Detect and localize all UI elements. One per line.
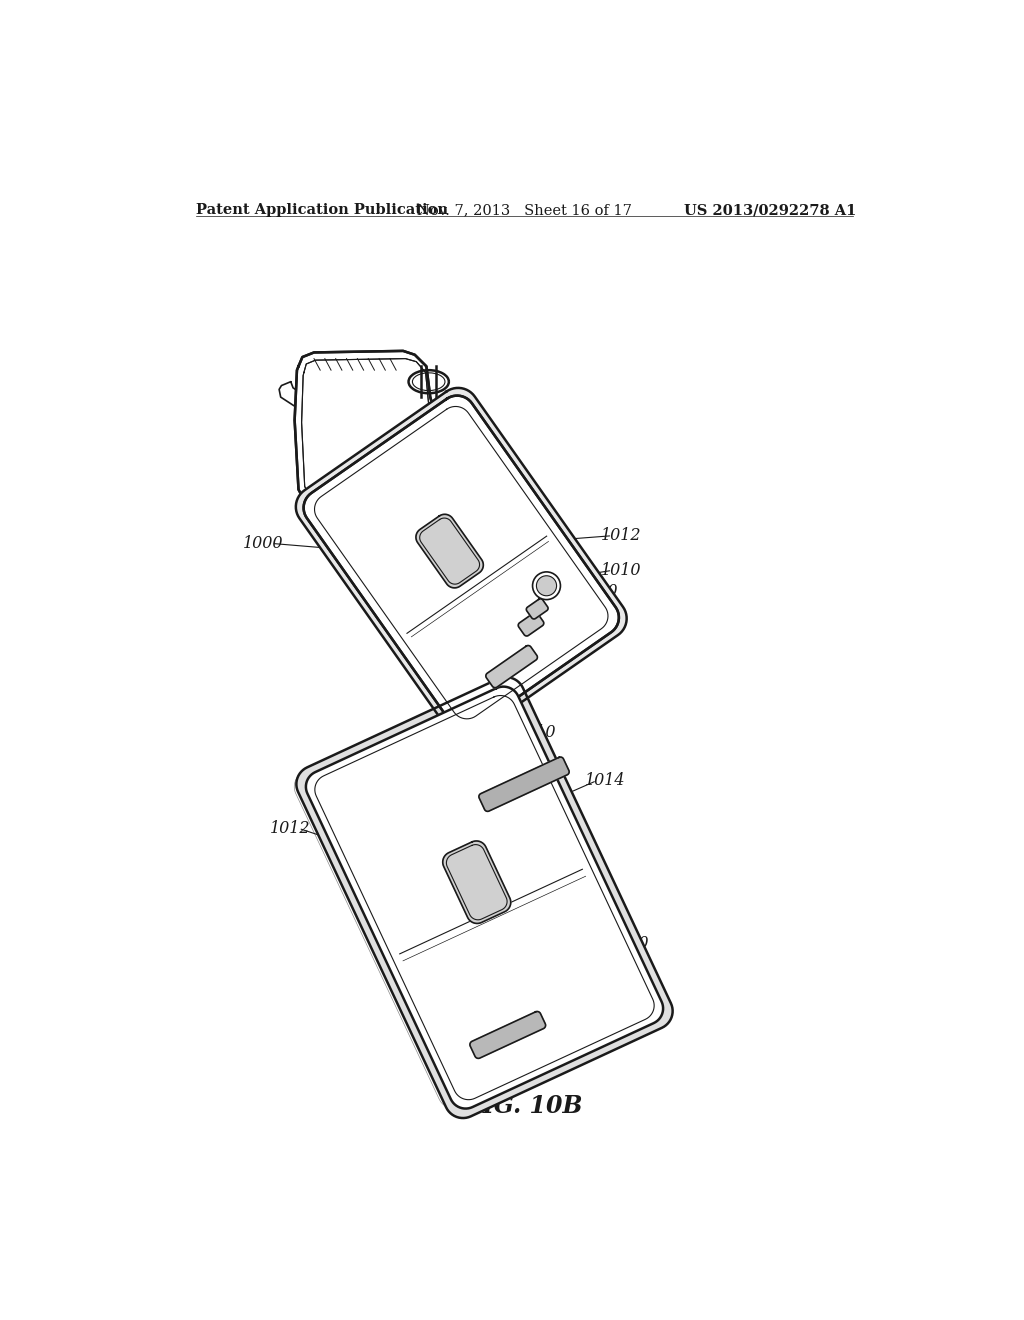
Polygon shape <box>485 645 538 688</box>
Circle shape <box>537 576 557 595</box>
Circle shape <box>532 572 560 599</box>
Text: 1010: 1010 <box>515 723 556 741</box>
Polygon shape <box>295 351 434 502</box>
Polygon shape <box>518 612 544 636</box>
Text: 1014: 1014 <box>586 772 626 789</box>
Polygon shape <box>304 396 618 730</box>
Polygon shape <box>280 381 434 491</box>
Text: 1020: 1020 <box>608 936 649 952</box>
Text: FIG. 10B: FIG. 10B <box>467 1094 583 1118</box>
Polygon shape <box>306 686 664 1109</box>
Text: Nov. 7, 2013   Sheet 16 of 17: Nov. 7, 2013 Sheet 16 of 17 <box>418 203 632 216</box>
Polygon shape <box>479 758 569 812</box>
Polygon shape <box>416 515 483 587</box>
Text: 1012: 1012 <box>269 820 310 837</box>
Text: Patent Application Publication: Patent Application Publication <box>197 203 449 216</box>
Polygon shape <box>304 396 618 730</box>
Text: 1000: 1000 <box>616 982 656 998</box>
Polygon shape <box>526 599 548 619</box>
Polygon shape <box>470 1011 546 1059</box>
Polygon shape <box>442 841 511 924</box>
Text: 1012: 1012 <box>601 527 641 544</box>
Text: 1010: 1010 <box>601 562 641 579</box>
Text: 1020: 1020 <box>578 582 618 599</box>
Polygon shape <box>296 677 673 1118</box>
Text: 1000: 1000 <box>243 535 283 552</box>
Polygon shape <box>296 388 627 738</box>
Text: 1014: 1014 <box>484 474 525 490</box>
Text: US 2013/0292278 A1: US 2013/0292278 A1 <box>684 203 856 216</box>
Text: FIG. 10A: FIG. 10A <box>467 644 583 668</box>
Polygon shape <box>295 351 434 502</box>
